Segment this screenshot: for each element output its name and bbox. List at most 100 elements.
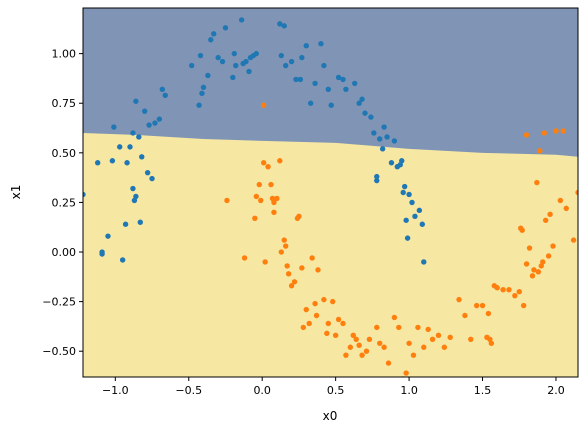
- data-point-class-1: [377, 340, 383, 346]
- data-point-class-0: [381, 124, 387, 130]
- y-axis-label: x1: [9, 185, 23, 200]
- data-point-class-0: [246, 68, 252, 75]
- data-point-class-1: [258, 197, 264, 204]
- data-point-class-1: [256, 181, 262, 188]
- data-point-class-0: [124, 160, 130, 166]
- data-point-class-1: [479, 302, 486, 309]
- data-point-class-0: [156, 116, 163, 122]
- data-point-class-0: [281, 23, 287, 29]
- data-point-class-1: [485, 310, 492, 317]
- data-point-class-1: [291, 279, 298, 285]
- data-point-class-1: [506, 287, 512, 293]
- data-point-class-1: [252, 215, 258, 221]
- data-point-class-1: [271, 209, 277, 216]
- x-tick-label: −0.5: [175, 384, 202, 397]
- data-point-class-0: [211, 31, 217, 37]
- data-point-class-0: [233, 62, 239, 69]
- data-point-class-1: [224, 197, 230, 204]
- data-point-class-0: [205, 72, 211, 79]
- data-point-class-1: [366, 336, 373, 343]
- data-point-class-0: [400, 189, 406, 196]
- data-point-class-0: [219, 58, 226, 65]
- data-point-class-1: [534, 179, 540, 186]
- data-point-class-0: [238, 17, 245, 23]
- data-point-class-1: [313, 312, 320, 319]
- data-point-class-1: [488, 340, 495, 346]
- data-point-class-0: [371, 130, 377, 136]
- data-point-class-1: [262, 259, 268, 265]
- data-point-class-0: [412, 213, 418, 220]
- data-point-class-1: [356, 342, 362, 348]
- x-tick-label: −1.0: [102, 384, 129, 397]
- data-point-class-1: [299, 265, 305, 271]
- data-point-class-0: [133, 193, 139, 200]
- data-point-class-1: [381, 344, 387, 350]
- data-point-class-1: [335, 316, 342, 323]
- data-point-class-1: [300, 324, 307, 331]
- data-point-class-1: [575, 189, 578, 196]
- data-point-class-0: [401, 183, 408, 190]
- data-point-class-1: [415, 324, 421, 331]
- data-point-class-1: [277, 158, 283, 164]
- y-tick-label: −0.50: [42, 345, 76, 358]
- data-point-class-0: [196, 102, 202, 108]
- data-point-class-1: [519, 227, 525, 233]
- data-point-class-1: [241, 255, 248, 261]
- data-point-class-1: [410, 352, 417, 358]
- data-point-class-1: [512, 292, 518, 299]
- data-point-class-0: [288, 58, 295, 65]
- data-point-class-1: [516, 288, 522, 295]
- data-point-class-1: [396, 324, 402, 331]
- data-point-class-0: [197, 52, 204, 59]
- data-point-class-1: [353, 336, 359, 343]
- data-point-class-0: [130, 185, 136, 192]
- data-point-class-1: [462, 312, 468, 319]
- data-point-class-0: [146, 122, 152, 128]
- data-point-class-1: [283, 243, 289, 249]
- data-point-class-0: [144, 169, 151, 176]
- data-point-class-1: [359, 352, 365, 358]
- data-point-class-1: [288, 283, 295, 289]
- data-point-class-0: [374, 177, 380, 184]
- data-point-class-0: [374, 173, 380, 180]
- data-point-class-0: [141, 108, 148, 114]
- x-tick-label: 0.0: [253, 384, 271, 397]
- x-axis-label: x0: [323, 409, 338, 423]
- y-axis-ticks: −0.50 −0.25 0.00 0.25 0.50 0.75 1.00: [42, 48, 83, 358]
- y-tick-label: 0.25: [52, 196, 77, 209]
- data-point-class-1: [278, 249, 284, 255]
- data-point-class-1: [435, 332, 442, 339]
- x-tick-label: 0.5: [327, 384, 345, 397]
- data-point-class-1: [271, 199, 277, 206]
- data-point-class-1: [537, 148, 543, 154]
- data-point-class-0: [368, 114, 374, 120]
- data-point-class-1: [520, 302, 527, 309]
- data-point-class-1: [281, 237, 287, 243]
- data-point-class-1: [540, 259, 546, 265]
- data-point-class-1: [274, 195, 280, 202]
- x-axis-ticks: −1.0 −0.5 0.0 0.5 1.0 1.5 2.0: [102, 377, 565, 397]
- data-point-class-0: [388, 160, 395, 166]
- data-point-class-0: [377, 136, 383, 142]
- data-point-class-1: [340, 320, 346, 327]
- data-point-class-1: [529, 273, 536, 279]
- y-tick-label: −0.25: [42, 296, 76, 309]
- data-point-class-1: [343, 352, 349, 358]
- data-point-class-1: [531, 267, 537, 273]
- data-point-class-1: [535, 269, 542, 275]
- data-point-class-1: [260, 160, 267, 166]
- data-point-class-0: [321, 62, 327, 69]
- data-point-class-0: [335, 74, 342, 81]
- data-point-class-1: [553, 128, 559, 134]
- data-point-class-0: [188, 62, 195, 69]
- data-point-class-0: [199, 90, 205, 97]
- data-point-class-1: [268, 181, 274, 188]
- data-point-class-0: [277, 21, 283, 27]
- data-point-class-1: [429, 336, 436, 343]
- data-point-class-1: [265, 164, 271, 170]
- data-point-class-0: [136, 134, 142, 140]
- data-point-class-1: [312, 300, 318, 307]
- data-point-class-0: [419, 221, 425, 227]
- data-point-class-1: [542, 217, 549, 223]
- data-point-class-1: [315, 267, 321, 273]
